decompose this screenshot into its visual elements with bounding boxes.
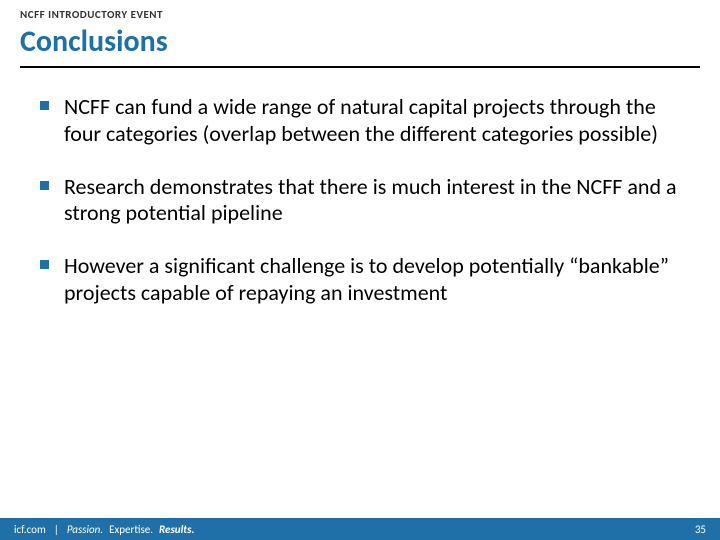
page-number: 35 bbox=[695, 523, 706, 536]
list-item: Research demonstrates that there is much… bbox=[40, 174, 680, 228]
footer-separator: | bbox=[54, 523, 59, 536]
slide: NCFF INTRODUCTORY EVENT Conclusions NCFF… bbox=[0, 0, 720, 540]
bullet-list: NCFF can fund a wide range of natural ca… bbox=[40, 94, 680, 307]
bullet-text: However a significant challenge is to de… bbox=[64, 252, 669, 306]
square-bullet-icon bbox=[40, 181, 49, 190]
bullet-text: NCFF can fund a wide range of natural ca… bbox=[64, 93, 658, 147]
footer-brand: icf.com bbox=[14, 523, 46, 536]
square-bullet-icon bbox=[40, 101, 49, 110]
list-item: NCFF can fund a wide range of natural ca… bbox=[40, 94, 680, 148]
footer-tagline-results: Results. bbox=[159, 523, 194, 536]
slide-content: NCFF can fund a wide range of natural ca… bbox=[0, 68, 720, 518]
page-title: Conclusions bbox=[20, 23, 700, 68]
slide-header: NCFF INTRODUCTORY EVENT Conclusions bbox=[0, 0, 720, 68]
bullet-text: Research demonstrates that there is much… bbox=[64, 173, 677, 227]
square-bullet-icon bbox=[40, 260, 49, 269]
footer-tagline-expertise: Expertise. bbox=[109, 523, 153, 536]
list-item: However a significant challenge is to de… bbox=[40, 253, 680, 307]
eyebrow-text: NCFF INTRODUCTORY EVENT bbox=[20, 8, 700, 21]
slide-footer: icf.com | Passion. Expertise. Results. 3… bbox=[0, 518, 720, 540]
footer-tagline-passion: Passion. bbox=[67, 523, 103, 536]
footer-left: icf.com | Passion. Expertise. Results. bbox=[14, 523, 194, 536]
